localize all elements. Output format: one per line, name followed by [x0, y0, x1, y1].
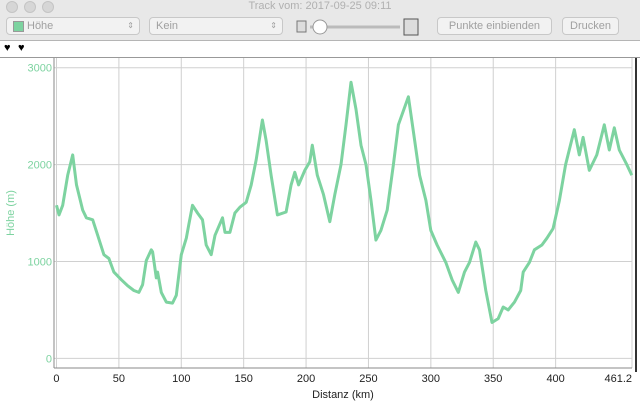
window-title: Track vom: 2017-09-25 09:11 — [248, 0, 392, 12]
x-tick-label: 461.2 — [604, 373, 632, 385]
overlay-popup-label: Kein — [156, 20, 179, 32]
x-tick-label: 300 — [422, 373, 440, 385]
x-tick-label: 200 — [297, 373, 315, 385]
y-tick-label: 3000 — [28, 63, 52, 75]
popup-arrows: ⇕ — [127, 21, 134, 30]
slider-knob[interactable] — [312, 19, 328, 35]
minimize-button[interactable] — [24, 1, 36, 13]
show-points-button[interactable]: Punkte einbienden — [437, 17, 552, 35]
slider-icon-large — [403, 18, 419, 36]
x-tick-label: 150 — [234, 373, 252, 385]
overlay-popup[interactable]: Kein ⇕ — [149, 17, 283, 35]
plot-area — [54, 58, 632, 368]
x-tick-label: 250 — [359, 373, 377, 385]
toolbar: Höhe ⇕ Kein ⇕ Punkte einbienden Drucken — [0, 14, 640, 41]
x-tick-label: 400 — [546, 373, 564, 385]
layer-popup[interactable]: Höhe ⇕ — [6, 17, 140, 35]
marker-strip: ♥ ♥ — [0, 41, 640, 58]
x-axis-label: Distanz (km) — [312, 389, 374, 401]
chart: 0 1000 2000 3000 0 50 100 150 200 250 300 350 400 461… — [5, 58, 637, 401]
zoom-button[interactable] — [42, 1, 54, 13]
y-axis-label: Höhe (m) — [5, 190, 17, 236]
y-tick-label: 2000 — [28, 160, 52, 172]
elevation-line — [55, 80, 634, 324]
zoom-slider[interactable] — [296, 17, 420, 37]
x-tick-label: 100 — [172, 373, 190, 385]
title-bar: Track vom: 2017-09-25 09:11 — [0, 0, 640, 14]
layer-popup-label: Höhe — [27, 20, 54, 32]
marker: ♥ — [4, 42, 11, 54]
y-tick-label: 1000 — [28, 256, 52, 268]
print-button[interactable]: Drucken — [562, 17, 619, 35]
layer-swatch — [13, 21, 24, 32]
x-tick-label: 350 — [484, 373, 502, 385]
close-button[interactable] — [6, 1, 18, 13]
marker: ♥ — [18, 42, 25, 54]
x-tick-label: 0 — [53, 373, 59, 385]
popup-arrows: ⇕ — [270, 21, 277, 30]
y-tick-label: 0 — [46, 353, 52, 365]
x-tick-label: 50 — [113, 373, 125, 385]
slider-icon-small — [296, 20, 307, 33]
